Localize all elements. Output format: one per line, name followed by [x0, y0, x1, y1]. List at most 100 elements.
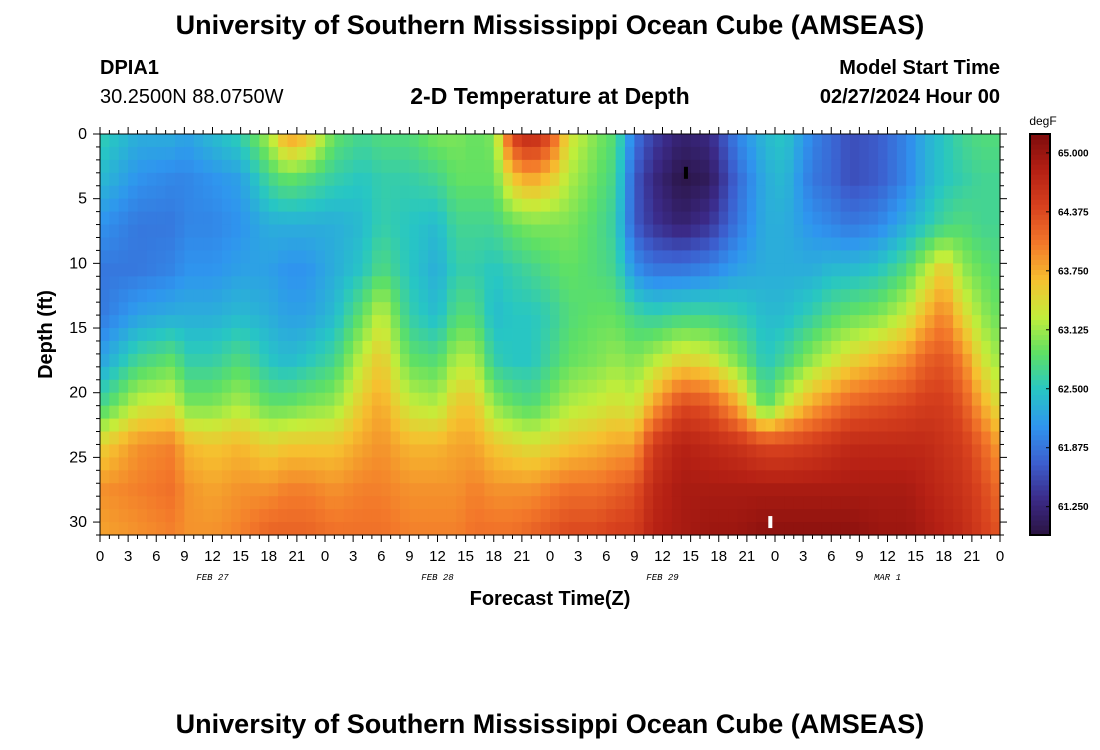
- heatmap-cell: [371, 276, 382, 290]
- heatmap-cell: [981, 172, 992, 187]
- heatmap-cell: [859, 366, 870, 381]
- y-tick-label: 15: [69, 320, 87, 337]
- heatmap-cell: [906, 522, 917, 536]
- heatmap-cell: [587, 340, 598, 355]
- heatmap-cell: [812, 418, 823, 433]
- heatmap-cell: [175, 263, 185, 277]
- heatmap-cell: [793, 172, 804, 187]
- heatmap-cell: [962, 263, 973, 277]
- heatmap-cell: [175, 353, 185, 368]
- heatmap-cell: [503, 211, 514, 226]
- heatmap-cell: [681, 159, 692, 174]
- heatmap-cell: [990, 483, 1001, 497]
- heatmap-cell: [840, 172, 851, 187]
- heatmap-cell: [887, 198, 898, 213]
- heatmap-cell: [671, 198, 682, 213]
- heatmap-cell: [671, 418, 682, 433]
- heatmap-cell: [475, 366, 485, 381]
- heatmap-cell: [306, 457, 317, 471]
- heatmap-cell: [718, 405, 729, 420]
- heatmap-cell: [821, 509, 832, 523]
- heatmap-cell: [156, 250, 167, 264]
- heatmap-cell: [840, 431, 851, 446]
- heatmap-cell: [728, 470, 739, 484]
- heatmap-cell: [756, 496, 767, 510]
- heatmap-cell: [287, 146, 298, 161]
- heatmap-cell: [962, 211, 973, 226]
- heatmap-cell: [531, 470, 542, 484]
- heatmap-cell: [240, 418, 251, 433]
- heatmap-cell: [231, 289, 242, 303]
- heatmap-cell: [568, 315, 579, 329]
- heatmap-cell: [100, 263, 110, 277]
- heatmap-cell: [371, 379, 382, 394]
- heatmap-cell: [371, 392, 382, 407]
- heatmap-cell: [868, 250, 879, 264]
- heatmap-cell: [550, 328, 560, 342]
- heatmap-cell: [212, 522, 223, 536]
- heatmap-cell: [287, 224, 298, 239]
- heatmap-cell: [596, 379, 607, 394]
- heatmap-cell: [353, 509, 364, 523]
- heatmap-cell: [812, 522, 823, 536]
- heatmap-cell: [690, 509, 701, 523]
- heatmap-cell: [409, 159, 420, 174]
- heatmap-cell: [559, 302, 570, 316]
- heatmap-cell: [353, 366, 364, 381]
- heatmap-cell: [287, 172, 298, 187]
- colorbar-band: [1030, 299, 1050, 306]
- heatmap-cell: [240, 276, 251, 290]
- heatmap-cell: [981, 328, 992, 342]
- heatmap-cell: [428, 340, 439, 355]
- heatmap-cell: [803, 134, 814, 148]
- heatmap-cell: [400, 289, 410, 303]
- heatmap-cell: [653, 159, 664, 174]
- heatmap-cell: [118, 211, 129, 226]
- heatmap-cell: [306, 470, 317, 484]
- heatmap-cell: [746, 366, 757, 381]
- heatmap-cell: [400, 509, 410, 523]
- heatmap-cell: [203, 146, 214, 161]
- heatmap-cell: [700, 146, 710, 161]
- heatmap-cell: [184, 198, 195, 213]
- heatmap-cell: [971, 470, 982, 484]
- heatmap-cell: [859, 353, 870, 368]
- heatmap-cell: [512, 134, 523, 148]
- heatmap-cell: [165, 457, 176, 471]
- heatmap-cell: [400, 134, 410, 148]
- heatmap-cell: [146, 379, 157, 394]
- heatmap-cell: [812, 366, 823, 381]
- heatmap-cell: [165, 302, 176, 316]
- heatmap-cell: [568, 379, 579, 394]
- heatmap-cell: [596, 185, 607, 200]
- heatmap-cell: [971, 263, 982, 277]
- heatmap-cell: [981, 302, 992, 316]
- heatmap-cell: [690, 522, 701, 536]
- heatmap-cell: [615, 211, 626, 226]
- heatmap-cell: [221, 418, 232, 433]
- heatmap-cell: [409, 496, 420, 510]
- heatmap-cell: [821, 340, 832, 355]
- heatmap-cell: [446, 431, 457, 446]
- heatmap-cell: [925, 509, 935, 523]
- heatmap-cell: [371, 470, 382, 484]
- heatmap-cell: [596, 328, 607, 342]
- heatmap-cell: [690, 366, 701, 381]
- heatmap-cell: [334, 211, 345, 226]
- heatmap-cell: [493, 263, 504, 277]
- heatmap-cell: [146, 198, 157, 213]
- heatmap-cell: [484, 263, 495, 277]
- heatmap-cell: [803, 405, 814, 420]
- heatmap-cell: [559, 289, 570, 303]
- heatmap-cell: [315, 302, 326, 316]
- heatmap-cell: [915, 172, 926, 187]
- heatmap-cell: [100, 172, 110, 187]
- heatmap-cell: [128, 263, 139, 277]
- heatmap-cell: [831, 159, 842, 174]
- heatmap-cell: [165, 172, 176, 187]
- heatmap-cell: [878, 353, 889, 368]
- heatmap-cell: [850, 159, 860, 174]
- heatmap-cell: [559, 224, 570, 239]
- colorbar-band: [1030, 529, 1050, 536]
- heatmap-cell: [953, 353, 964, 368]
